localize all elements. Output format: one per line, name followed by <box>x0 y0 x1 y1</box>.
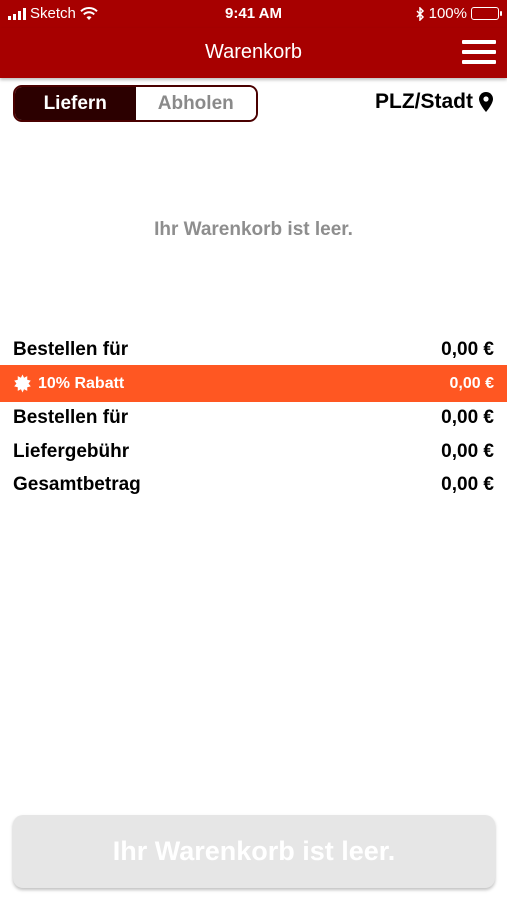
discount-badge-icon <box>14 374 31 393</box>
summary-value: 0,00 € <box>441 474 494 495</box>
summary-row-total: Gesamtbetrag 0,00 € <box>13 470 494 500</box>
discount-value: 0,00 € <box>449 374 494 392</box>
carrier-name: Sketch <box>30 5 76 22</box>
discount-label: 10% Rabatt <box>38 374 125 392</box>
signal-icon <box>8 7 26 20</box>
summary-row-delivery-fee: Liefergebühr 0,00 € <box>13 437 494 467</box>
location-selector[interactable]: PLZ/Stadt <box>375 90 493 114</box>
hamburger-menu-icon[interactable] <box>462 40 496 66</box>
wifi-icon <box>80 6 98 20</box>
summary-label: Gesamtbetrag <box>13 474 141 495</box>
tab-abholen[interactable]: Abholen <box>135 87 256 120</box>
summary-row-order: Bestellen für 0,00 € <box>13 403 494 433</box>
summary-label: Liefergebühr <box>13 441 130 462</box>
summary-label: Bestellen für <box>13 407 129 428</box>
summary-value: 0,00 € <box>441 407 494 428</box>
summary-row-discount: 10% Rabatt 0,00 € <box>0 365 507 402</box>
summary-value: 0,00 € <box>441 441 494 462</box>
status-bar-left: Sketch <box>8 5 98 22</box>
map-pin-icon <box>479 92 493 112</box>
battery-icon <box>471 7 502 20</box>
checkout-button[interactable]: Ihr Warenkorb ist leer. <box>13 815 495 888</box>
status-bar-right: 100% <box>416 5 502 22</box>
page-title: Warenkorb <box>204 41 303 63</box>
summary-row-subtotal: Bestellen für 0,00 € <box>13 335 494 365</box>
summary-label: Bestellen für <box>13 339 129 360</box>
status-bar-time: 9:41 AM <box>225 5 282 22</box>
delivery-mode-toggle: Liefern Abholen <box>13 85 258 122</box>
empty-cart-message: Ihr Warenkorb ist leer. <box>154 219 353 240</box>
tab-liefern[interactable]: Liefern <box>15 87 136 120</box>
summary-value: 0,00 € <box>441 339 494 360</box>
location-label: PLZ/Stadt <box>375 90 473 113</box>
header-bar: Warenkorb <box>0 28 507 78</box>
battery-percent: 100% <box>428 5 467 22</box>
bluetooth-icon <box>416 6 424 21</box>
status-bar: Sketch 9:41 AM 100% <box>0 0 507 28</box>
